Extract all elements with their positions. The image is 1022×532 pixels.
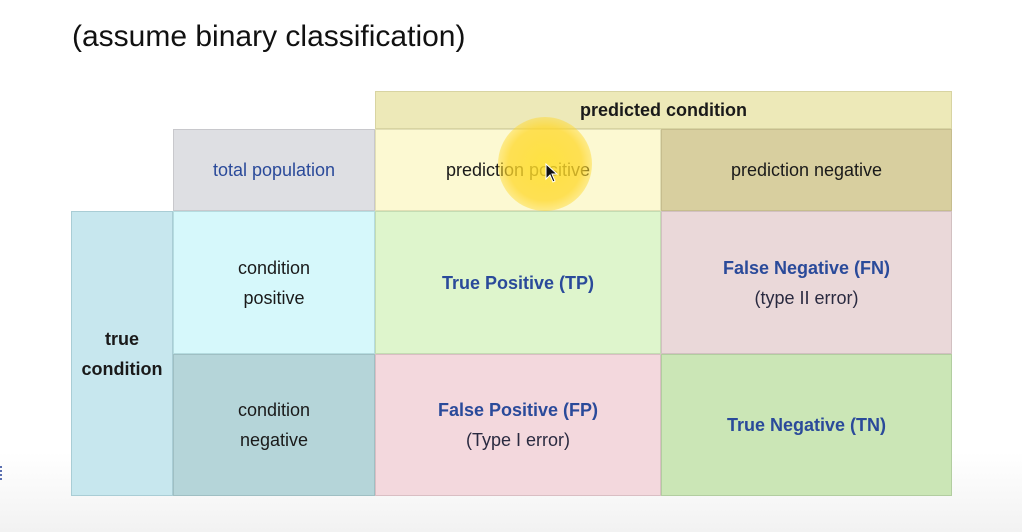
condition-negative-line-2: negative bbox=[239, 430, 309, 450]
false-positive-cell: False Positive (FP) (Type I error) bbox=[375, 354, 661, 496]
true-condition-line-1: true bbox=[104, 328, 139, 349]
false-negative-note: (type II error) bbox=[754, 287, 859, 308]
condition-positive-line-2: positive bbox=[243, 287, 305, 308]
prediction-positive-header: prediction positive bbox=[375, 129, 661, 211]
condition-positive-line-1: condition bbox=[237, 257, 311, 278]
true-condition-line-2: condition bbox=[81, 358, 163, 379]
condition-positive-header: condition positive bbox=[173, 211, 375, 354]
prediction-negative-label: prediction negative bbox=[730, 160, 883, 180]
false-positive-label: False Positive (FP) bbox=[437, 400, 599, 420]
true-positive-cell: True Positive (TP) bbox=[375, 211, 661, 354]
true-negative-cell: True Negative (TN) bbox=[661, 354, 952, 496]
edge-marker-icon bbox=[0, 466, 6, 480]
condition-negative-line-1: condition bbox=[237, 400, 311, 420]
false-positive-note: (Type I error) bbox=[465, 430, 571, 450]
true-negative-label: True Negative (TN) bbox=[726, 415, 887, 435]
total-population-label: total population bbox=[212, 160, 336, 180]
false-negative-cell: False Negative (FN) (type II error) bbox=[661, 211, 952, 354]
true-positive-label: True Positive (TP) bbox=[441, 272, 595, 293]
false-negative-label: False Negative (FN) bbox=[722, 257, 891, 278]
condition-negative-header: condition negative bbox=[173, 354, 375, 496]
slide-title: (assume binary classification) bbox=[72, 20, 466, 53]
predicted-condition-header: predicted condition bbox=[375, 91, 952, 129]
prediction-positive-label: prediction positive bbox=[445, 160, 591, 180]
predicted-condition-label: predicted condition bbox=[579, 100, 747, 120]
true-condition-header: true condition bbox=[71, 211, 173, 496]
prediction-negative-header: prediction negative bbox=[661, 129, 952, 211]
total-population-cell: total population bbox=[173, 129, 375, 211]
